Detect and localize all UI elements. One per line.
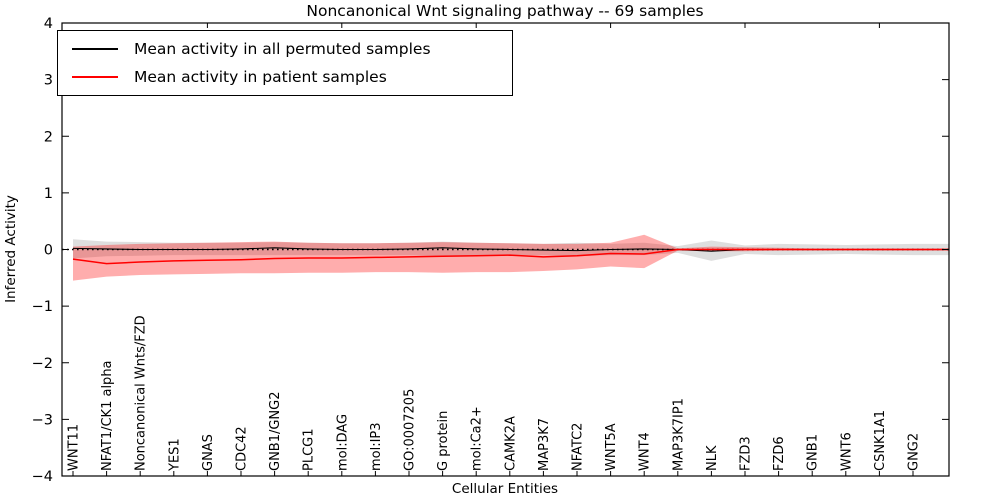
y-tick-label: −3 xyxy=(32,412,53,428)
legend: Mean activity in all permuted samples Me… xyxy=(57,30,513,96)
legend-item-permuted: Mean activity in all permuted samples xyxy=(58,40,512,58)
x-tick-label: WNT11 xyxy=(67,424,82,471)
y-tick-label: 1 xyxy=(44,186,53,202)
x-tick-label: CDC42 xyxy=(235,426,250,471)
x-tick-label: GNG2 xyxy=(907,433,922,471)
x-tick-label: NFAT1/CK1 alpha xyxy=(100,360,115,471)
legend-item-patient: Mean activity in patient samples xyxy=(58,68,512,86)
chart-title: Noncanonical Wnt signaling pathway -- 69… xyxy=(306,2,704,20)
x-tick-label: YES1 xyxy=(167,438,182,472)
y-tick-label: 2 xyxy=(44,129,53,145)
x-tick-label: GO:0007205 xyxy=(403,389,418,471)
x-tick-label: mol:IP3 xyxy=(369,422,384,471)
x-tick-label: PLCG1 xyxy=(302,428,317,471)
x-tick-label: NLK xyxy=(705,445,720,471)
legend-label-permuted: Mean activity in all permuted samples xyxy=(134,40,431,58)
permuted-line-sample-icon xyxy=(72,48,118,50)
x-tick-label: mol:Ca2+ xyxy=(470,406,485,471)
x-axis-label: Cellular Entities xyxy=(451,481,559,497)
y-tick-label: 4 xyxy=(44,16,53,32)
y-tick-label: 3 xyxy=(44,73,53,89)
x-tick-label: mol:DAG xyxy=(335,414,350,471)
x-tick-label: G protein xyxy=(436,411,451,471)
x-tick-label: Noncanonical Wnts/FZD xyxy=(134,315,149,471)
x-tick-label: GNB1/GNG2 xyxy=(268,391,283,471)
x-tick-label: WNT4 xyxy=(638,432,653,471)
patient-mean-line xyxy=(72,248,949,265)
x-tick-label: WNT6 xyxy=(839,432,854,471)
x-tick-label: MAP3K7IP1 xyxy=(671,398,686,471)
x-tick-label: FZD6 xyxy=(772,436,787,471)
y-tick-label: −2 xyxy=(32,356,53,372)
x-tick-label: MAP3K7 xyxy=(537,418,552,471)
y-tick-label: 0 xyxy=(44,243,53,259)
patient-line-sample-icon xyxy=(72,76,118,78)
y-axis-label: Inferred Activity xyxy=(3,195,19,303)
y-tick-label: −1 xyxy=(32,299,53,315)
x-tick-label: WNT5A xyxy=(604,423,619,471)
x-tick-label: CSNK1A1 xyxy=(873,410,888,471)
x-tick-label: GNAS xyxy=(201,434,216,471)
y-tick-label: −4 xyxy=(32,469,53,485)
x-tick-label: GNB1 xyxy=(806,434,821,471)
legend-label-patient: Mean activity in patient samples xyxy=(134,68,387,86)
patient-range-band xyxy=(73,234,949,281)
x-tick-label: FZD3 xyxy=(739,436,754,471)
x-tick-label: CAMK2A xyxy=(503,416,518,471)
x-tick-label: NFATC2 xyxy=(571,423,586,471)
